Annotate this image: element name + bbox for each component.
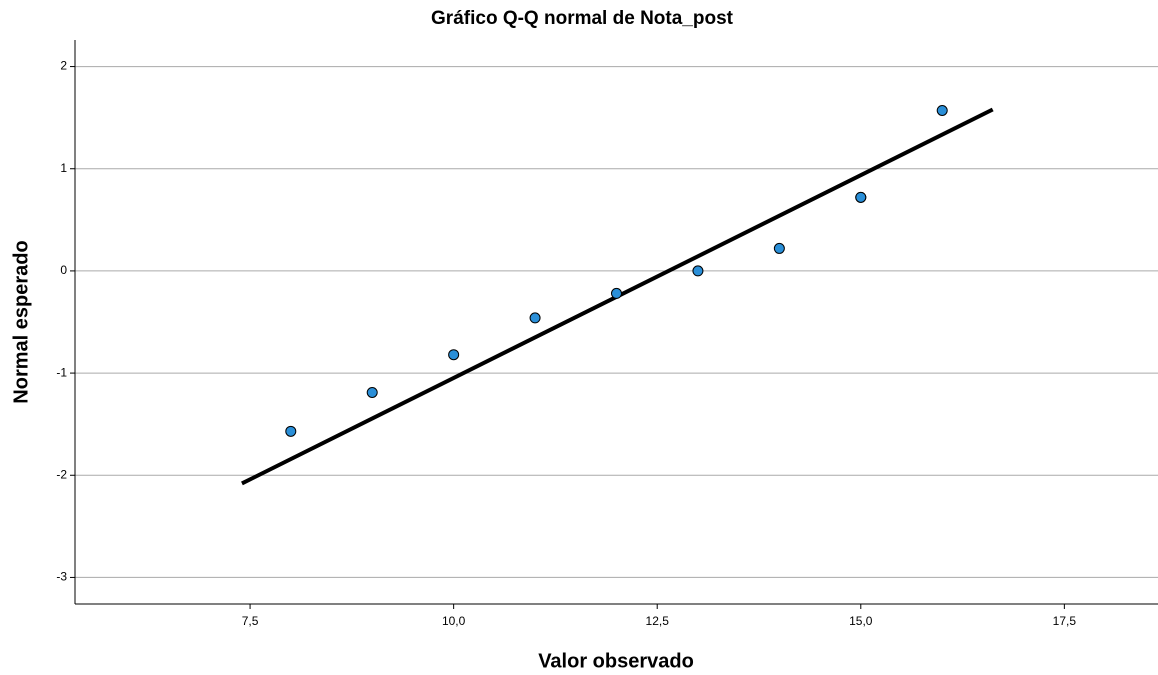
x-tick-label: 7,5 bbox=[242, 614, 259, 628]
chart-title: Gráfico Q-Q normal de Nota_post bbox=[431, 8, 734, 29]
x-tick-label: 10,0 bbox=[442, 614, 466, 628]
point bbox=[773, 242, 785, 254]
y-tick-label: 2 bbox=[60, 59, 67, 73]
point bbox=[529, 312, 541, 324]
y-tick-label: 1 bbox=[60, 161, 67, 175]
x-tick-label: 17,5 bbox=[1053, 614, 1077, 628]
x-tick-label: 12,5 bbox=[646, 614, 670, 628]
point bbox=[366, 387, 378, 398]
y-tick-label: -3 bbox=[56, 570, 67, 584]
point bbox=[611, 287, 622, 299]
y-tick-label: -2 bbox=[56, 467, 67, 481]
point bbox=[692, 265, 704, 277]
point bbox=[936, 105, 948, 116]
x-tick-label: 15,0 bbox=[849, 614, 873, 628]
y-axis-label: Normal esperado bbox=[10, 240, 32, 403]
x-axis-label: Valor observado bbox=[538, 650, 694, 672]
y-tick-label: -1 bbox=[56, 365, 67, 379]
point bbox=[285, 425, 297, 437]
y-tick-label: 0 bbox=[60, 263, 67, 277]
point bbox=[448, 349, 460, 361]
point bbox=[855, 191, 867, 203]
